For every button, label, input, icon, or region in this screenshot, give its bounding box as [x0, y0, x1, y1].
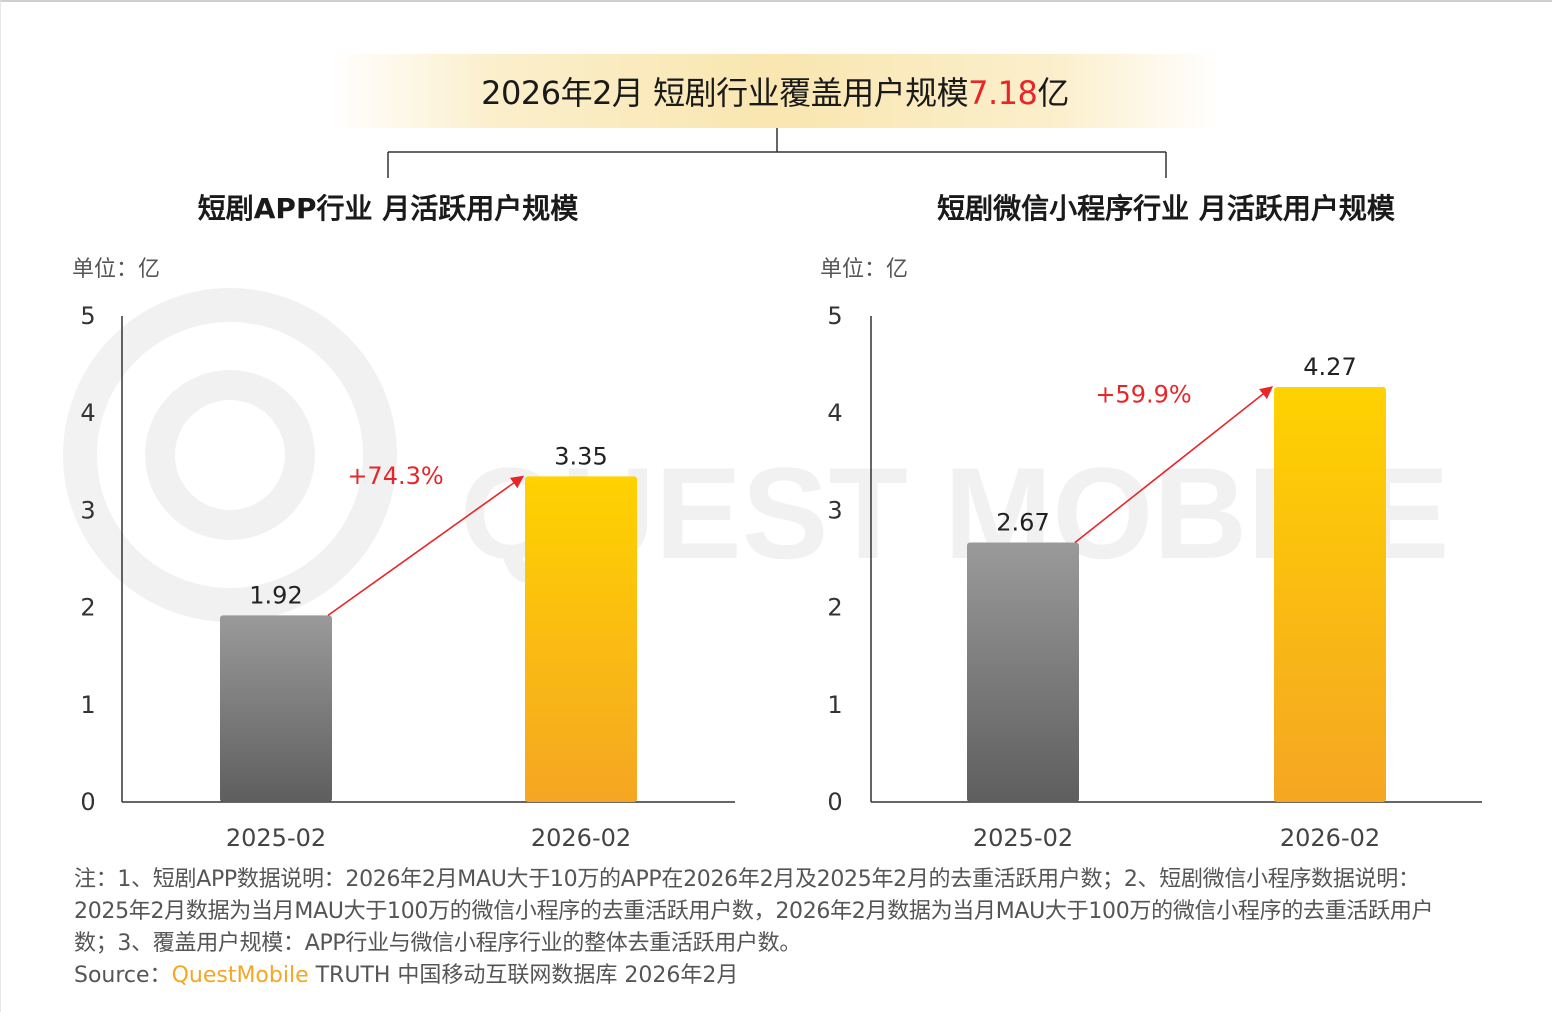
bars [967, 386, 1386, 802]
y-tick-label: 0 [80, 788, 95, 816]
headline-value: 7.18 [968, 74, 1038, 112]
watermark-inner-ring [145, 370, 315, 540]
y-tick-label: 2 [827, 594, 842, 622]
source-rest: TRUTH 中国移动互联网数据库 2026年2月 [308, 963, 739, 988]
y-tick-label: 0 [827, 788, 842, 816]
x-axis-labels: 2025-02 2026-02 [973, 824, 1380, 852]
headline-title: 2026年2月 短剧行业覆盖用户规模7.18亿 [481, 68, 1069, 114]
x-tick-label: 2025-02 [973, 824, 1073, 852]
y-tick-label: 2 [80, 594, 95, 622]
value-label: 4.27 [1303, 353, 1356, 381]
value-labels: 1.92 3.35 [249, 442, 607, 609]
y-axis-ticks: 0 1 2 3 4 5 [80, 302, 95, 816]
chart-title: 短剧APP行业 月活跃用户规模 [198, 192, 579, 225]
y-tick-label: 4 [80, 399, 95, 427]
value-labels: 2.67 4.27 [996, 353, 1356, 537]
watermark-ring [63, 288, 397, 622]
growth-label: +74.3% [347, 462, 443, 490]
bars [220, 476, 637, 802]
y-tick-label: 4 [827, 399, 842, 427]
y-axis-ticks: 0 1 2 3 4 5 [827, 302, 842, 816]
y-tick-label: 3 [80, 496, 95, 524]
y-tick-label: 5 [80, 302, 95, 330]
value-label: 3.35 [554, 442, 607, 470]
bar-2026-02 [1274, 386, 1386, 802]
bracket-connector [387, 128, 1167, 178]
source-line: Source：QuestMobile TRUTH 中国移动互联网数据库 2026… [74, 960, 738, 992]
headline-banner: 2026年2月 短剧行业覆盖用户规模7.18亿 [330, 54, 1220, 128]
bar-2025-02 [220, 615, 332, 802]
value-label: 1.92 [249, 581, 302, 609]
chart-app-mau: 短剧APP行业 月活跃用户规模 单位：亿 0 1 2 3 4 5 2025-02 2026-… [72, 192, 735, 852]
x-tick-label: 2026-02 [1280, 824, 1380, 852]
y-tick-label: 1 [827, 691, 842, 719]
chart-title: 短剧微信小程序行业 月活跃用户规模 [937, 192, 1396, 225]
growth-arrow [1074, 386, 1274, 544]
source-label: Source： [74, 963, 172, 988]
unit-label: 单位：亿 [820, 257, 908, 282]
bar-2025-02 [967, 542, 1079, 802]
source-brand: QuestMobile [171, 963, 309, 988]
x-tick-label: 2026-02 [531, 824, 631, 852]
y-tick-label: 5 [827, 302, 842, 330]
y-tick-label: 1 [80, 691, 95, 719]
headline-prefix: 2026年2月 短剧行业覆盖用户规模 [481, 74, 969, 112]
headline-suffix: 亿 [1037, 74, 1069, 112]
value-label: 2.67 [996, 508, 1049, 536]
growth-arrow [327, 475, 525, 617]
y-tick-label: 3 [827, 496, 842, 524]
x-tick-label: 2025-02 [226, 824, 326, 852]
footnote: 注：1、短剧APP数据说明：2026年2月MAU大于10万的APP在2026年2… [74, 867, 1434, 956]
unit-label: 单位：亿 [72, 257, 160, 282]
bar-2026-02 [525, 476, 637, 802]
x-axis-labels: 2025-02 2026-02 [226, 824, 631, 852]
watermark: QUEST MOBILE [63, 288, 1449, 622]
growth-label: +59.9% [1095, 381, 1191, 409]
